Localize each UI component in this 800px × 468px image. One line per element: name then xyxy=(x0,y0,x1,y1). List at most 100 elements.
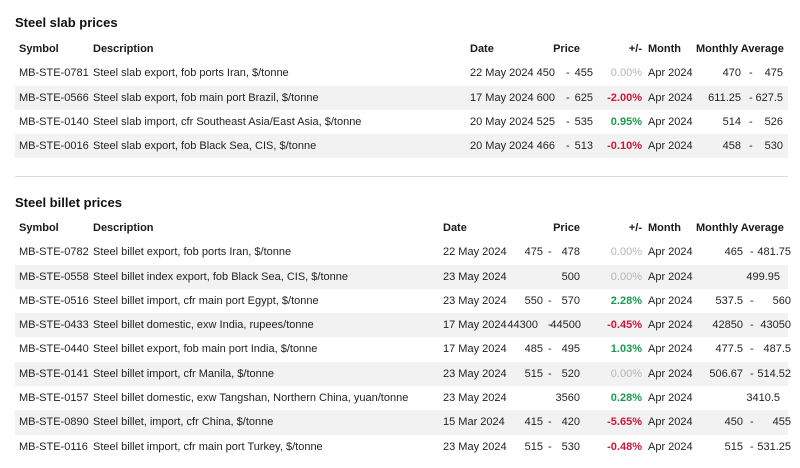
description-cell[interactable]: Steel billet export, fob ports Iran, $/t… xyxy=(93,246,292,259)
month-cell: Apr 2024 xyxy=(648,67,693,80)
date-cell: 23 May 2024 xyxy=(443,367,507,380)
price-cell: 3560 xyxy=(555,392,580,405)
column-header-month[interactable]: Month xyxy=(648,43,681,55)
column-header-monthly-average[interactable]: Monthly Average xyxy=(696,43,784,55)
price-low-cell: 550 xyxy=(524,294,543,307)
average-low-cell: 470 xyxy=(722,67,741,80)
column-header-description[interactable]: Description xyxy=(93,222,154,234)
column-header-price[interactable]: Price xyxy=(553,43,580,55)
description-cell[interactable]: Steel billet, import, cfr China, $/tonne xyxy=(93,416,274,429)
column-header-date[interactable]: Date xyxy=(443,222,467,234)
table-row[interactable]: MB-STE-0782 Steel billet export, fob port… xyxy=(15,240,791,264)
date-cell: 22 May 2024 xyxy=(443,246,507,259)
column-header-date[interactable]: Date xyxy=(470,43,494,55)
date-cell: 17 May 2024 xyxy=(443,343,507,356)
slab-price-table: Symbol Description Date Price +/- Month Monthl… xyxy=(15,37,788,159)
table-row[interactable]: MB-STE-0440 Steel billet export, fob main… xyxy=(15,337,791,361)
month-cell: Apr 2024 xyxy=(648,115,693,128)
column-header-symbol[interactable]: Symbol xyxy=(19,222,59,234)
average-low-cell: 477.5 xyxy=(715,343,743,356)
date-cell: 22 May 2024 xyxy=(470,67,534,80)
description-cell[interactable]: Steel billet import, cfr main port Egypt… xyxy=(93,294,319,307)
symbol-cell[interactable]: MB-STE-0558 xyxy=(19,270,89,283)
column-header-description[interactable]: Description xyxy=(93,43,154,55)
symbol-cell[interactable]: MB-STE-0781 xyxy=(19,67,89,80)
symbol-cell[interactable]: MB-STE-0782 xyxy=(19,246,89,259)
average-low-cell: 506.67 xyxy=(709,367,743,380)
average-low-cell: 450 xyxy=(724,416,743,429)
symbol-cell[interactable]: MB-STE-0516 xyxy=(19,294,89,307)
column-header-change[interactable]: +/- xyxy=(628,43,642,55)
average-high-cell: 481.75 xyxy=(757,246,791,259)
price-high-cell: 44500 xyxy=(550,319,581,332)
column-header-monthly-average[interactable]: Monthly Average xyxy=(696,222,784,234)
price-low-cell: 515 xyxy=(524,367,543,380)
table-row[interactable]: MB-STE-0141 Steel billet import, cfr Mani… xyxy=(15,361,791,387)
description-cell[interactable]: Steel billet domestic, exw India, rupees… xyxy=(93,319,314,332)
symbol-cell[interactable]: MB-STE-0016 xyxy=(19,140,89,153)
change-cell: 0.28% xyxy=(610,392,642,405)
price-range-separator: - xyxy=(566,91,570,104)
price-low-cell: 515 xyxy=(524,440,543,453)
table-header-row: Symbol Description Date Price +/- Month Monthl… xyxy=(15,216,788,240)
average-range-separator: - xyxy=(749,67,753,80)
change-cell: 2.28% xyxy=(610,294,642,307)
table-row[interactable]: MB-STE-0890 Steel billet, import, cfr Chi… xyxy=(15,410,791,435)
average-range-separator: - xyxy=(750,416,754,429)
column-header-month[interactable]: Month xyxy=(648,222,681,234)
date-cell: 23 May 2024 xyxy=(443,392,507,405)
price-high-cell: 495 xyxy=(561,343,580,356)
description-cell[interactable]: Steel billet domestic, exw Tangshan, Nor… xyxy=(93,392,409,405)
price-high-cell: 513 xyxy=(574,140,593,153)
price-range-separator: - xyxy=(548,367,552,380)
price-high-cell: 625 xyxy=(574,91,593,104)
table-row[interactable]: MB-STE-0781 Steel slab export, fob ports … xyxy=(15,61,788,85)
table-header-row: Symbol Description Date Price +/- Month Monthl… xyxy=(15,37,788,61)
price-low-cell: 466 xyxy=(536,140,555,153)
price-range-separator: - xyxy=(548,246,552,259)
month-cell: Apr 2024 xyxy=(648,440,693,453)
table-row[interactable]: MB-STE-0566 Steel slab export, fob main p… xyxy=(15,85,788,110)
symbol-cell[interactable]: MB-STE-0566 xyxy=(19,91,89,104)
average-high-cell: 531.25 xyxy=(757,440,791,453)
table-row[interactable]: MB-STE-0016 Steel slab export, fob Black … xyxy=(15,134,788,159)
table-row[interactable]: MB-STE-0433 Steel billet domestic, exw In… xyxy=(15,313,791,338)
description-cell[interactable]: Steel slab import, cfr Southeast Asia/Ea… xyxy=(93,115,362,128)
change-cell: 0.00% xyxy=(610,270,642,283)
date-cell: 20 May 2024 xyxy=(470,140,534,153)
table-row[interactable]: MB-STE-0157 Steel billet domestic, exw Ta… xyxy=(15,386,788,410)
date-cell: 23 May 2024 xyxy=(443,440,507,453)
description-cell[interactable]: Steel billet index export, fob Black Sea… xyxy=(93,270,348,283)
description-cell[interactable]: Steel billet import, cfr main port Turke… xyxy=(93,440,323,453)
column-header-price[interactable]: Price xyxy=(553,222,580,234)
symbol-cell[interactable]: MB-STE-0116 xyxy=(19,440,88,453)
section-divider xyxy=(15,176,788,177)
table-row[interactable]: MB-STE-0116 Steel billet import, cfr main… xyxy=(15,435,791,459)
description-cell[interactable]: Steel slab export, fob ports Iran, $/ton… xyxy=(93,67,289,80)
description-cell[interactable]: Steel slab export, fob main port Brazil,… xyxy=(93,91,319,104)
symbol-cell[interactable]: MB-STE-0440 xyxy=(19,343,89,356)
average-range-separator: - xyxy=(750,367,754,380)
month-cell: Apr 2024 xyxy=(648,294,693,307)
description-cell[interactable]: Steel slab export, fob Black Sea, CIS, $… xyxy=(93,140,317,153)
table-row[interactable]: MB-STE-0516 Steel billet import, cfr main… xyxy=(15,289,791,313)
description-cell[interactable]: Steel billet export, fob main port India… xyxy=(93,343,318,356)
table-row[interactable]: MB-STE-0140 Steel slab import, cfr Southe… xyxy=(15,110,788,134)
average-range-separator: - xyxy=(750,246,754,259)
symbol-cell[interactable]: MB-STE-0140 xyxy=(19,115,89,128)
symbol-cell[interactable]: MB-STE-0141 xyxy=(19,367,89,380)
symbol-cell[interactable]: MB-STE-0157 xyxy=(19,392,89,405)
table-row[interactable]: MB-STE-0558 Steel billet index export, fo… xyxy=(15,264,788,289)
description-cell[interactable]: Steel billet import, cfr Manila, $/tonne xyxy=(93,367,274,380)
average-high-cell: 560 xyxy=(772,294,791,307)
column-header-change[interactable]: +/- xyxy=(628,222,642,234)
month-cell: Apr 2024 xyxy=(648,270,693,283)
price-low-cell: 525 xyxy=(536,115,555,128)
average-low-cell: 537.5 xyxy=(715,294,743,307)
symbol-cell[interactable]: MB-STE-0433 xyxy=(19,319,89,332)
column-header-symbol[interactable]: Symbol xyxy=(19,43,59,55)
price-low-cell: 415 xyxy=(524,416,543,429)
month-cell: Apr 2024 xyxy=(648,91,693,104)
symbol-cell[interactable]: MB-STE-0890 xyxy=(19,416,89,429)
change-cell: -5.65% xyxy=(607,416,642,429)
